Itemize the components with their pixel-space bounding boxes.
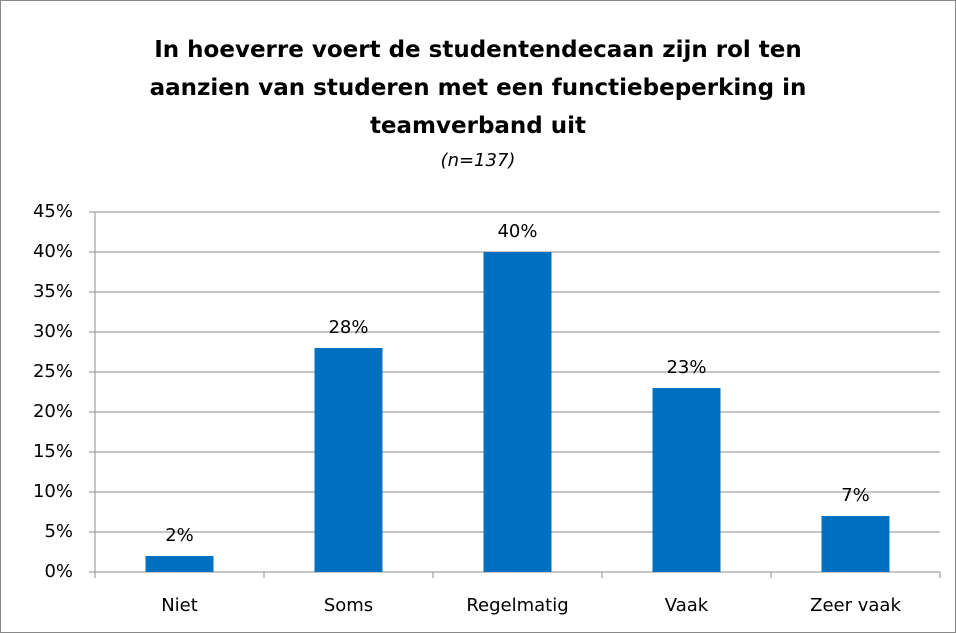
y-tick-label: 40% — [33, 241, 73, 262]
chart-title: In hoeverre voert de studentendecaan zij… — [149, 37, 807, 139]
y-tick-label: 25% — [33, 361, 73, 382]
bar — [652, 388, 721, 572]
x-tick-label: Niet — [161, 595, 198, 616]
y-tick-label: 20% — [33, 401, 73, 422]
y-tick-label: 5% — [44, 521, 73, 542]
bar — [145, 556, 214, 572]
chart-subtitle: (n=137) — [440, 150, 516, 171]
y-tick-label: 0% — [44, 561, 73, 582]
y-tick-label: 15% — [33, 441, 73, 462]
data-label: 40% — [497, 221, 537, 242]
data-label: 2% — [165, 525, 194, 546]
data-label: 23% — [666, 357, 706, 378]
bar — [483, 252, 552, 572]
y-tick-label: 30% — [33, 321, 73, 342]
x-tick-label: Regelmatig — [466, 595, 568, 616]
data-label: 28% — [328, 317, 368, 338]
bar — [314, 348, 383, 572]
y-tick-label: 35% — [33, 281, 73, 302]
y-tick-label: 10% — [33, 481, 73, 502]
x-tick-label: Zeer vaak — [810, 595, 901, 616]
x-tick-label: Soms — [324, 595, 373, 616]
data-label: 7% — [841, 485, 870, 506]
y-tick-label: 45% — [33, 201, 73, 222]
bar — [821, 516, 890, 572]
x-tick-label: Vaak — [665, 595, 709, 616]
